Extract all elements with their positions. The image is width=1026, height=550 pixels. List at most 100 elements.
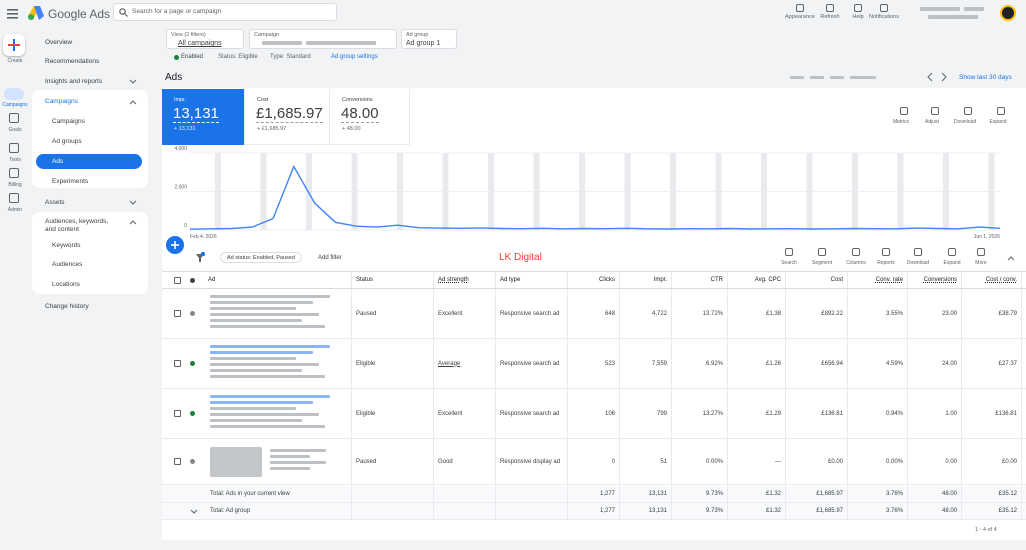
sidebar-item[interactable]: Ad groups [52, 138, 82, 145]
scorecard[interactable]: Impr. 13,131 + 13,131 [162, 89, 245, 145]
table-cell: 0.00% [848, 439, 908, 485]
table-tool[interactable]: More [975, 260, 987, 266]
date-selector[interactable] [790, 72, 910, 84]
column-header[interactable]: Ad strength [434, 272, 496, 288]
rail-label[interactable]: Admin [7, 207, 23, 213]
rail-label[interactable]: Campaigns [2, 102, 28, 108]
view-filter[interactable]: View (2 filters) All campaigns [166, 29, 244, 49]
sidebar-item[interactable]: Audiences, keywords, and content [45, 218, 109, 233]
sidebar-item[interactable]: Keywords [52, 242, 81, 249]
table-tool[interactable]: Columns [846, 260, 866, 266]
expand-chevron[interactable] [129, 99, 137, 105]
ad-text [270, 449, 326, 452]
column-header[interactable]: Status [352, 272, 434, 288]
chart-tool[interactable]: Download [953, 119, 977, 125]
sidebar-item[interactable]: Overview [45, 39, 73, 46]
sidebar-item[interactable]: Change history [45, 303, 89, 310]
adgroup-filter[interactable]: Ad group Ad group 1 [401, 29, 457, 49]
totals-cell: £1.32 [728, 486, 786, 503]
sidebar-item[interactable]: Insights and reports [45, 78, 103, 85]
collapse-button[interactable] [1006, 254, 1016, 262]
rail-icon [9, 193, 19, 203]
table-tool[interactable]: Search [781, 260, 797, 266]
adgroup-settings[interactable]: Ad group settings [331, 54, 378, 60]
campaign-filter[interactable]: Campaign [249, 29, 397, 49]
column-header[interactable]: Cost / conv. [962, 272, 1022, 288]
column-header[interactable]: Cost [786, 272, 848, 288]
create-ad-button[interactable] [166, 236, 184, 254]
rail-label[interactable]: Goals [8, 127, 22, 133]
header-checkbox[interactable] [174, 277, 181, 284]
icon [914, 248, 922, 256]
menu-button[interactable] [6, 8, 20, 20]
column-header[interactable]: Clicks [568, 272, 620, 288]
sidebar-item[interactable]: Experiments [52, 178, 89, 185]
performance-chart: 0 2,000 4,000 Feb 4, 2026 Jun 1, 2026 [174, 146, 1000, 240]
scorecard[interactable]: Conversions 48.00 + 48.00 [330, 89, 410, 145]
chart-tool[interactable]: Expand [989, 119, 1007, 125]
column-header[interactable]: Conv. rate [848, 272, 908, 288]
y-tick-label: 4,000 [174, 146, 187, 152]
rail-label[interactable]: Tools [9, 157, 21, 163]
chart-tool[interactable]: Adjust [925, 119, 939, 125]
icon [818, 248, 826, 256]
ad-text [210, 325, 325, 328]
create-button[interactable] [3, 34, 25, 56]
date-next[interactable] [940, 72, 948, 84]
rail-label[interactable]: Create [7, 58, 23, 64]
column-header[interactable]: Avg. CPC [728, 272, 786, 288]
row-checkbox[interactable] [174, 310, 181, 317]
header-action[interactable]: Help [852, 14, 864, 20]
table-tool[interactable]: Reports [877, 260, 895, 266]
totals-cell: 1,277 [568, 486, 620, 503]
row-checkbox[interactable] [174, 360, 181, 367]
sidebar-item[interactable]: Assets [45, 199, 65, 206]
expand-chevron[interactable] [129, 79, 137, 85]
table-cell: Average [434, 339, 496, 389]
filter-icon[interactable] [195, 252, 205, 264]
scorecard-compare: + 48.00 [342, 126, 361, 132]
sidebar-item[interactable]: Locations [52, 281, 80, 288]
sidebar-item[interactable]: Campaigns [52, 118, 85, 125]
expand-chevron[interactable] [129, 200, 137, 206]
table-row [162, 339, 1026, 389]
icon [826, 4, 834, 12]
row-checkbox[interactable] [174, 458, 181, 465]
row-checkbox[interactable] [174, 410, 181, 417]
chart-tool[interactable]: Metrics [892, 119, 910, 125]
avatar[interactable] [1000, 5, 1016, 21]
filter-chip[interactable]: Ad status: Enabled, Paused [220, 252, 302, 263]
adgroup-status: Status: Eligible [218, 54, 258, 60]
rail-label[interactable]: Billing [8, 182, 22, 188]
column-header[interactable]: Conversions [908, 272, 962, 288]
header-action[interactable]: Notifications [869, 14, 899, 20]
search-box[interactable]: Search for a page or campaign [113, 3, 337, 21]
sidebar-item[interactable]: Audiences [52, 261, 83, 268]
expand-chevron[interactable] [129, 219, 137, 225]
header-action[interactable]: Refresh [820, 14, 840, 20]
table-tool[interactable]: Segment [811, 260, 832, 266]
scorecard[interactable]: Cost £1,685.97 + £1,685.97 [245, 89, 330, 145]
expand-chevron[interactable] [190, 509, 198, 515]
ad-text [210, 307, 296, 310]
date-prev[interactable] [926, 72, 934, 84]
table-tool[interactable]: Download [906, 260, 930, 266]
date-range[interactable]: Show last 30 days [959, 74, 1012, 81]
table-cell: 4.59% [848, 339, 908, 389]
header-action[interactable]: Appearance [785, 14, 815, 20]
column-header[interactable]: Ad [204, 272, 352, 288]
view-value: All campaigns [178, 40, 222, 47]
column-header[interactable]: Impr. [620, 272, 672, 288]
table-cell: £0.00 [786, 439, 848, 485]
add-filter[interactable]: Add filter [318, 255, 342, 261]
sidebar-item[interactable]: Campaigns [45, 98, 78, 105]
account-switcher[interactable] [920, 4, 1020, 24]
sidebar-item[interactable]: Ads [52, 158, 64, 165]
sidebar-item[interactable]: Recommendations [45, 58, 100, 65]
ad-text [210, 401, 313, 404]
column-header[interactable]: Ad type [496, 272, 568, 288]
x-tick-label: Feb 4, 2026 [190, 234, 217, 240]
column-header[interactable]: CTR [672, 272, 728, 288]
table-tool[interactable]: Expand [943, 260, 961, 266]
